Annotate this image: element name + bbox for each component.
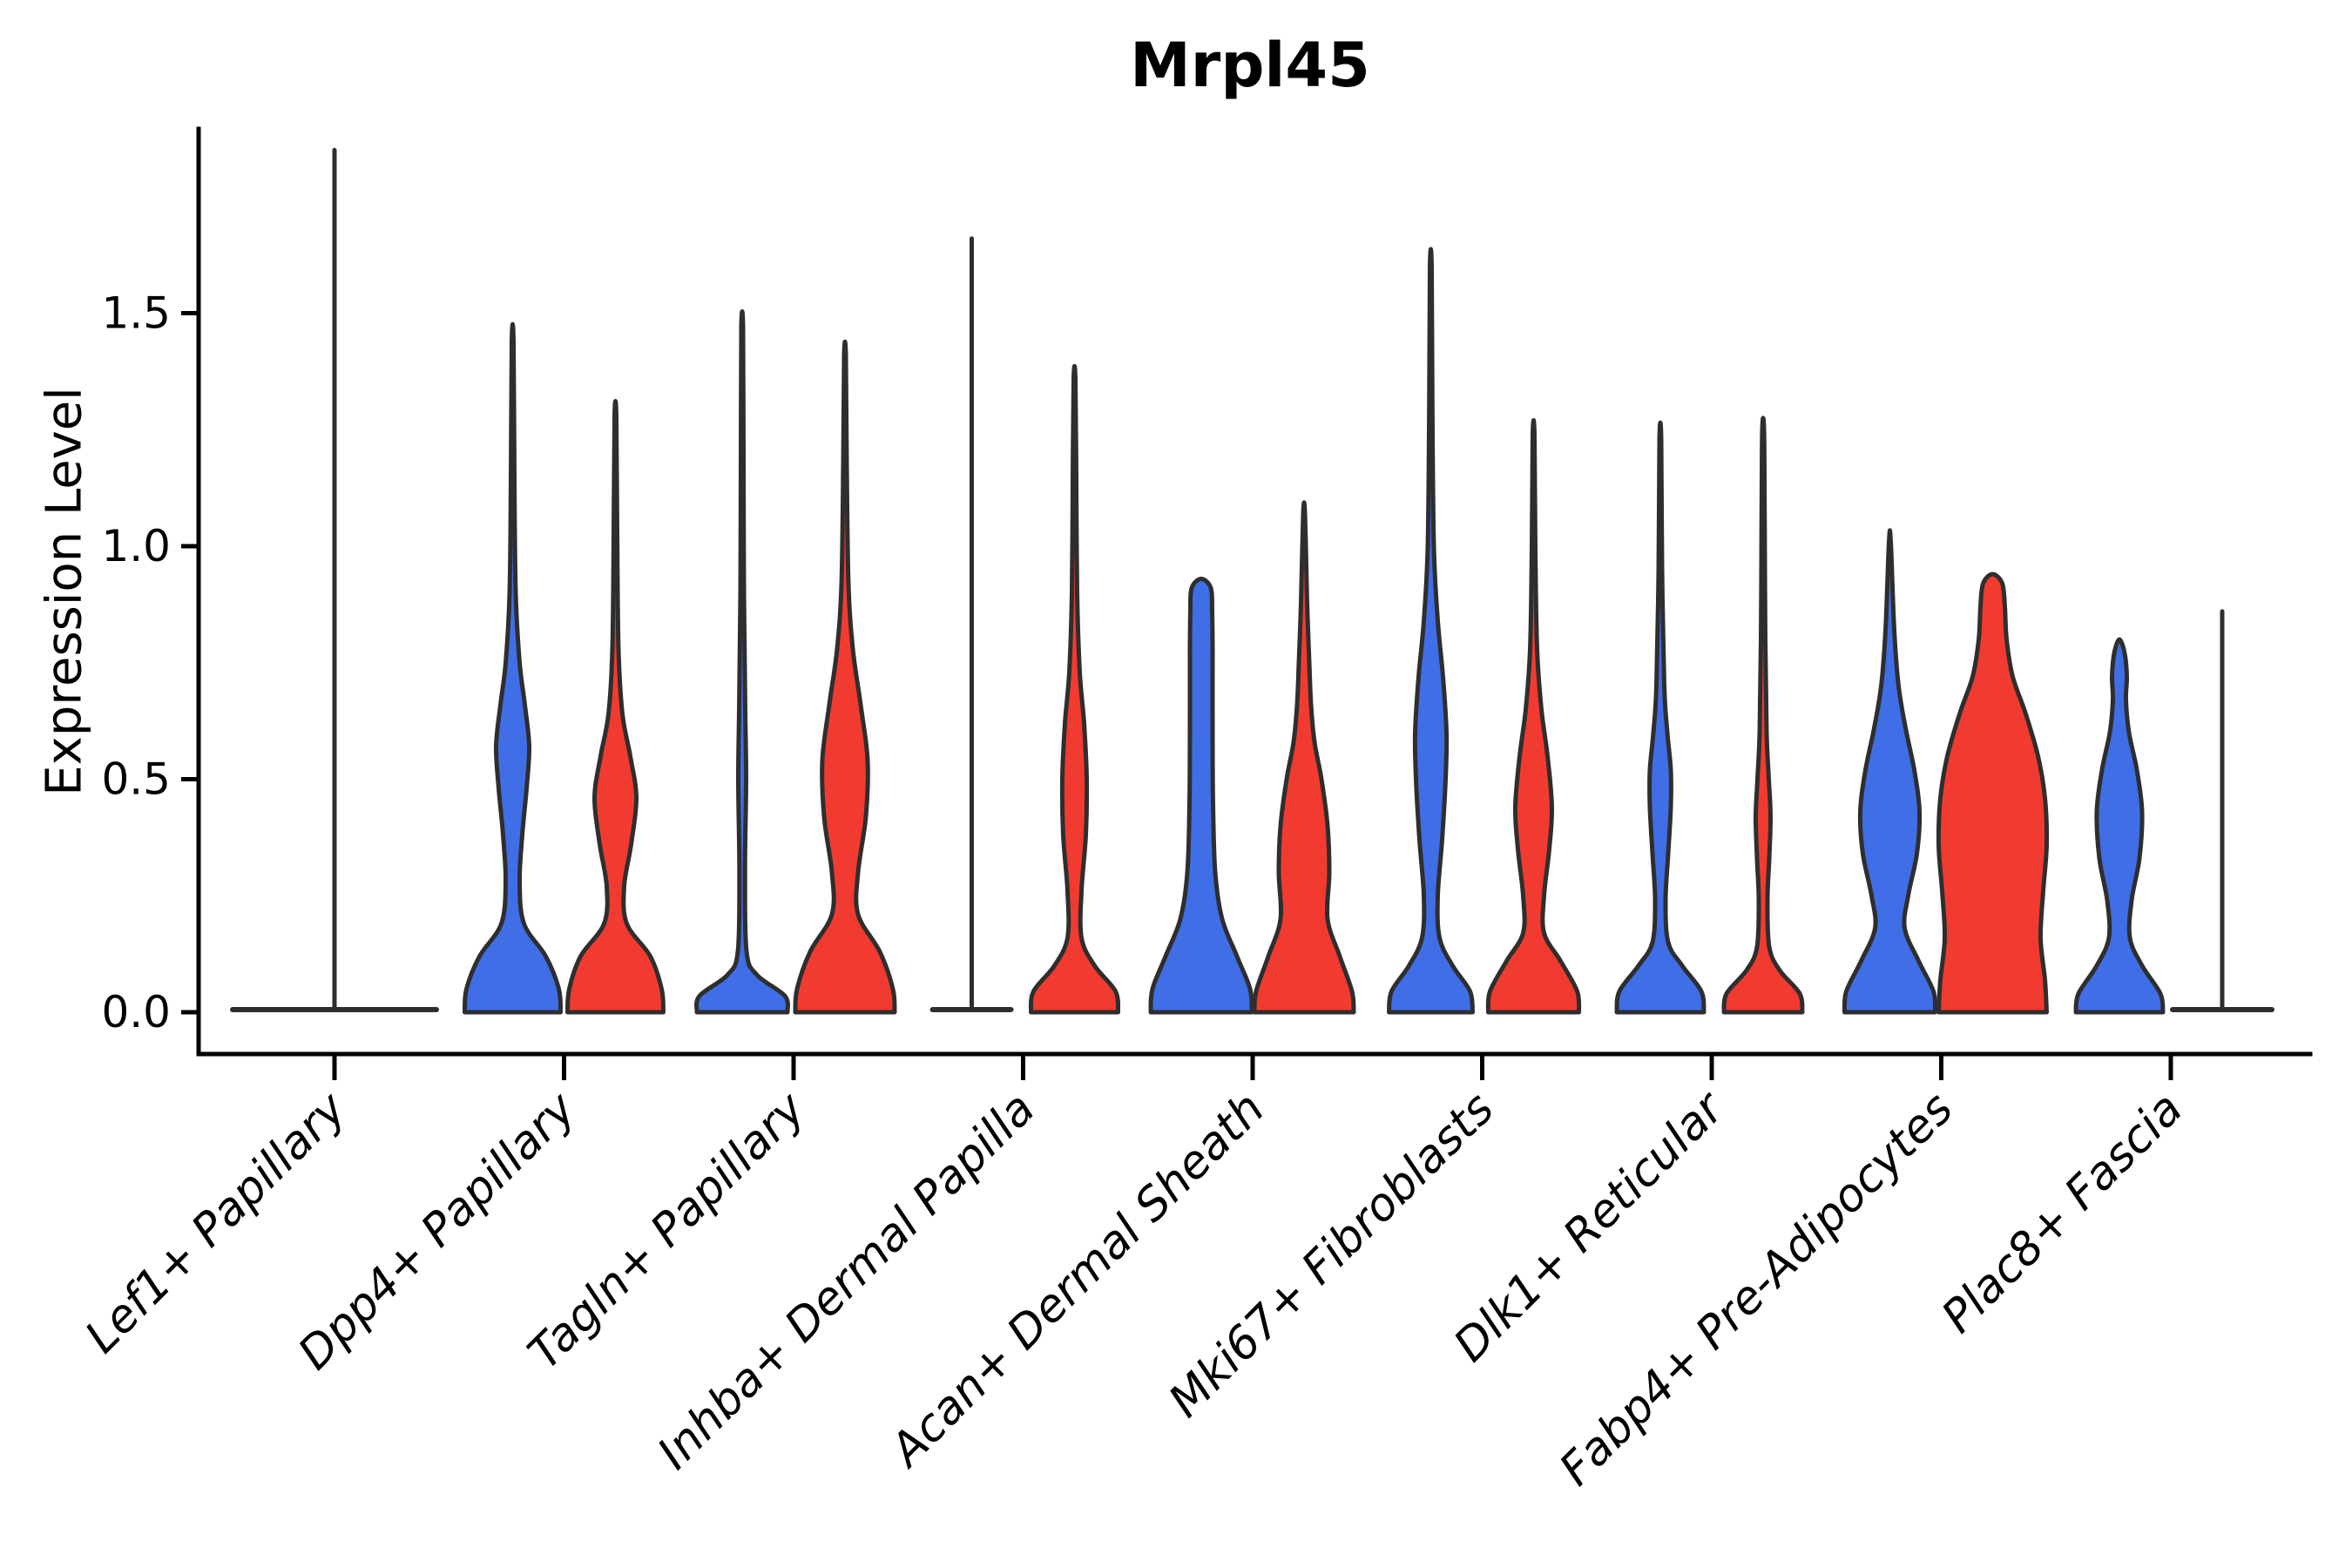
x-tick-label-inhba-dermal-papilla: Inhba+ Dermal Papilla (648, 1083, 1045, 1480)
violin-inhba-dermal-papilla-red (1028, 363, 1121, 1015)
violin-tagln-papillary-red (793, 339, 897, 1015)
y-tick-label: 0.0 (101, 987, 171, 1037)
violin-acan-dermal-sheath-red (1252, 500, 1356, 1015)
violin-mki67-fibroblasts-red (1485, 418, 1582, 1015)
y-axis-label: Expression Level (36, 387, 93, 796)
violin-tagln-papillary-blue (694, 309, 790, 1015)
violin-fabp4-pre-adipocytes-red (1936, 571, 2050, 1015)
violin-dpp4-papillary-red (565, 398, 666, 1015)
y-tick-label: 1.0 (101, 521, 171, 571)
violin-plac8-fascia-blue (2073, 637, 2166, 1015)
y-tick-label: 1.5 (101, 288, 171, 339)
x-tick-label-fabp4-pre-adipocytes: Fabp4+ Pre-Adipocytes (1550, 1083, 1963, 1497)
violin-mki67-fibroblasts-blue (1387, 247, 1475, 1015)
x-tick-label-plac8-fascia: Plac8+ Fascia (1932, 1083, 2193, 1343)
chart-title: Mrpl45 (1130, 30, 1370, 101)
violin-acan-dermal-sheath-blue (1148, 577, 1254, 1015)
violin-dlk1-reticular-blue (1614, 420, 1707, 1015)
y-tick-label: 0.5 (101, 754, 171, 805)
violin-dlk1-reticular-red (1721, 416, 1805, 1015)
violin-dpp4-papillary-blue (463, 321, 563, 1015)
x-tick-label-acan-dermal-sheath: Acan+ Dermal Sheath (879, 1083, 1274, 1478)
violin-fabp4-pre-adipocytes-blue (1842, 528, 1938, 1015)
